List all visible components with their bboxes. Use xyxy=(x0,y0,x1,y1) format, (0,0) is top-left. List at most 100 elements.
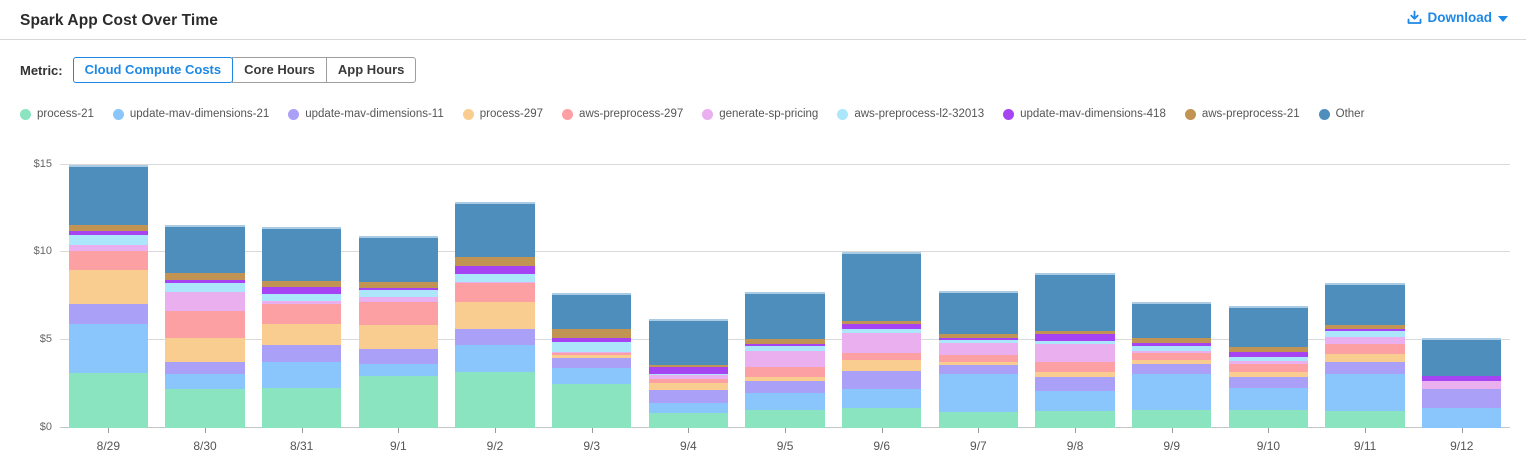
x-tick-label: 9/9 xyxy=(1163,439,1181,453)
x-tick-mark xyxy=(1075,428,1077,433)
bar-segment-aws-preprocess-297 xyxy=(1035,362,1115,372)
legend-item-other[interactable]: Other xyxy=(1318,108,1365,120)
bar-segment-process-21 xyxy=(552,384,632,428)
metric-tab-cloud-compute-costs[interactable]: Cloud Compute Costs xyxy=(72,57,234,83)
bar-segment-update-mav-dimensions-21 xyxy=(68,323,148,373)
legend-item-aws-preprocess-21[interactable]: aws-preprocess-21 xyxy=(1184,108,1300,120)
stacked-bar-9/1 xyxy=(358,235,438,428)
bar-segment-process-21 xyxy=(745,409,825,428)
bar-segment-aws-preprocess-21 xyxy=(1228,347,1309,352)
x-slot-9/3: 9/3 xyxy=(543,428,640,455)
x-tick-label: 9/2 xyxy=(486,439,504,453)
bar-segment-process-297 xyxy=(1035,371,1115,378)
bar-segment-aws-preprocess-l2-32013 xyxy=(68,234,148,245)
x-tick-mark xyxy=(591,428,593,433)
bar-segment-update-mav-dimensions-11 xyxy=(1228,377,1309,388)
download-button[interactable]: Download xyxy=(1407,10,1508,25)
stacked-bar-9/11 xyxy=(1325,283,1405,428)
legend-dot xyxy=(702,108,714,120)
bar-segment-update-mav-dimensions-418 xyxy=(1422,376,1502,382)
legend-item-update-mav-dimensions-418[interactable]: update-mav-dimensions-418 xyxy=(1003,108,1166,120)
bar-segment-generate-sp-pricing xyxy=(1325,336,1405,344)
legend-label: aws-preprocess-297 xyxy=(579,108,684,120)
legend-item-update-mav-dimensions-21[interactable]: update-mav-dimensions-21 xyxy=(112,108,269,120)
bar-segment-aws-preprocess-21 xyxy=(358,282,438,288)
plot-area: $0 $5 $10 $15 xyxy=(34,147,1510,433)
chevron-down-icon xyxy=(1498,15,1508,22)
bar-segment-update-mav-dimensions-11 xyxy=(262,345,342,363)
bar-segment-generate-sp-pricing xyxy=(648,375,728,379)
legend-item-update-mav-dimensions-11[interactable]: update-mav-dimensions-11 xyxy=(288,108,444,120)
x-slot-9/1: 9/1 xyxy=(350,428,447,455)
legend-dot xyxy=(112,108,124,120)
bar-slot-9/12 xyxy=(1413,147,1510,428)
legend-item-aws-preprocess-l2-32013[interactable]: aws-preprocess-l2-32013 xyxy=(837,108,984,120)
bar-segment-update-mav-dimensions-418 xyxy=(455,266,535,275)
x-tick-label: 9/5 xyxy=(776,439,794,453)
metric-tab-core-hours[interactable]: Core Hours xyxy=(232,57,327,83)
bar-segment-other xyxy=(1228,305,1309,348)
bar-segment-aws-preprocess-21 xyxy=(1035,330,1115,335)
bar-segment-generate-sp-pricing xyxy=(938,342,1019,356)
bar-segment-process-21 xyxy=(165,389,245,428)
bar-segment-aws-preprocess-l2-32013 xyxy=(1035,341,1115,344)
bar-segment-generate-sp-pricing xyxy=(745,350,825,367)
bar-slot-8/30 xyxy=(157,147,254,428)
bar-segment-aws-preprocess-297 xyxy=(648,378,728,384)
bar-segment-generate-sp-pricing xyxy=(455,282,535,284)
y-tick-label: $0 xyxy=(39,421,52,433)
bar-segment-update-mav-dimensions-11 xyxy=(1035,377,1115,392)
bar-segment-other xyxy=(358,235,438,283)
stacked-bar-9/2 xyxy=(455,202,535,428)
bar-segment-process-297 xyxy=(1325,354,1405,363)
x-tick-mark xyxy=(301,428,303,433)
x-tick-mark xyxy=(978,428,980,433)
x-tick-mark xyxy=(688,428,690,433)
bar-segment-other xyxy=(842,252,922,321)
stacked-bar-9/9 xyxy=(1132,302,1212,428)
x-tick-mark xyxy=(205,428,206,433)
bar-segment-process-297 xyxy=(842,360,922,371)
legend-label: Other xyxy=(1335,108,1365,120)
bar-segment-process-21 xyxy=(455,371,535,428)
bar-segment-process-21 xyxy=(648,413,728,428)
metric-tab-app-hours[interactable]: App Hours xyxy=(325,57,417,83)
bar-segment-process-297 xyxy=(938,362,1019,365)
legend-item-aws-preprocess-297[interactable]: aws-preprocess-297 xyxy=(562,108,683,120)
x-tick-label: 8/29 xyxy=(96,439,121,453)
bar-slot-9/2 xyxy=(447,147,544,428)
x-tick-mark xyxy=(495,428,497,433)
bar-segment-update-mav-dimensions-21 xyxy=(1035,391,1115,412)
bar-segment-update-mav-dimensions-418 xyxy=(68,231,148,235)
legend-item-generate-sp-pricing[interactable]: generate-sp-pricing xyxy=(702,108,818,120)
bar-segment-aws-preprocess-297 xyxy=(552,352,632,356)
bar-slot-9/10 xyxy=(1220,147,1317,428)
bar-slot-8/29 xyxy=(60,147,157,428)
legend-item-process-297[interactable]: process-297 xyxy=(462,108,543,120)
y-tick-label: $10 xyxy=(33,245,52,258)
bar-segment-aws-preprocess-l2-32013 xyxy=(745,346,825,351)
bar-segment-generate-sp-pricing xyxy=(842,333,922,354)
x-slot-8/30: 8/30 xyxy=(157,428,254,455)
bar-segment-other xyxy=(1132,302,1212,339)
page-title: Spark App Cost Over Time xyxy=(20,12,218,29)
bar-slot-9/3 xyxy=(543,147,640,428)
bar-segment-update-mav-dimensions-11 xyxy=(165,362,245,374)
bar-segment-other xyxy=(648,319,728,365)
x-tick-label: 9/1 xyxy=(390,439,407,453)
bar-segment-aws-preprocess-l2-32013 xyxy=(1325,331,1405,337)
bar-segment-aws-preprocess-l2-32013 xyxy=(1132,346,1212,351)
chart-card-header: Spark App Cost Over Time Download xyxy=(0,0,1526,40)
bar-slot-9/1 xyxy=(350,147,447,428)
metric-selector-row: Metric: Cloud Compute Costs Core Hours App… xyxy=(20,57,1526,83)
x-tick-label: 9/10 xyxy=(1256,439,1281,453)
bar-segment-generate-sp-pricing xyxy=(165,291,245,312)
stacked-bar-9/7 xyxy=(938,291,1019,428)
bar-slot-8/31 xyxy=(253,147,350,428)
x-tick-mark xyxy=(398,428,400,433)
stacked-bar-9/8 xyxy=(1035,272,1115,428)
bar-segment-other xyxy=(1422,338,1502,377)
legend-item-process-21[interactable]: process-21 xyxy=(20,108,94,120)
x-slot-9/7: 9/7 xyxy=(930,428,1027,455)
bar-segment-process-297 xyxy=(552,355,632,358)
